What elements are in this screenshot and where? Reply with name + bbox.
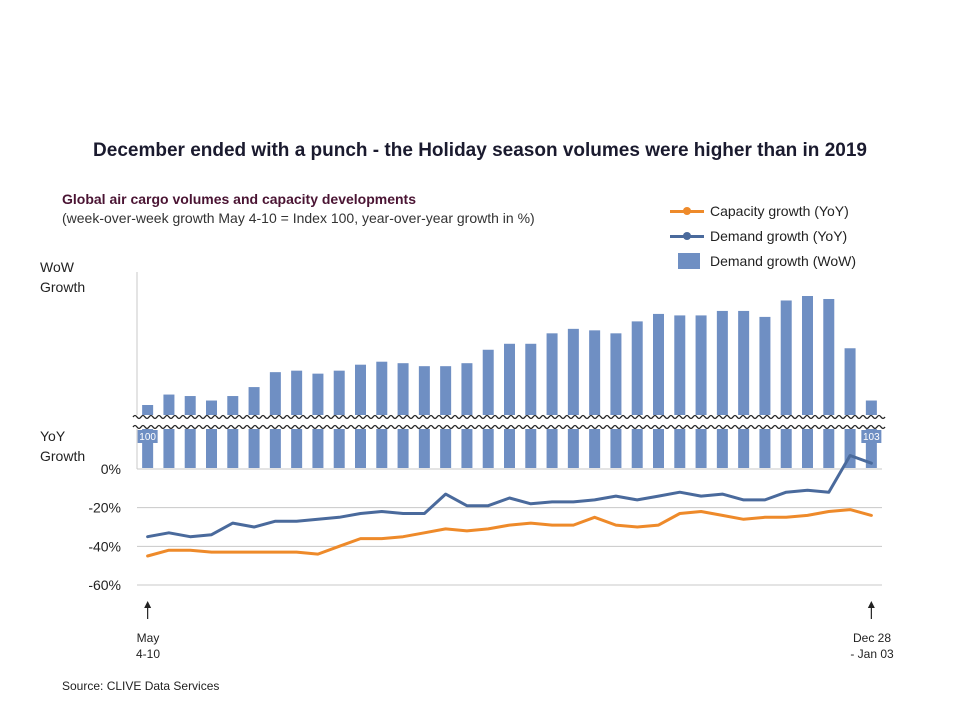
demand-wow-bar [567, 328, 579, 468]
demand-yoy-line [146, 454, 873, 539]
yoy-axis-label: YoY Growth [40, 426, 85, 466]
legend-label-demand-wow: Demand growth (WoW) [710, 252, 857, 269]
end-period-line1: Dec 28 [852, 631, 892, 645]
legend-item-demand-yoy: Demand growth (YoY) [670, 223, 856, 248]
demand-wow-bar [823, 298, 835, 468]
legend-label-demand-yoy: Demand growth (YoY) [710, 227, 848, 244]
y-tick-label: -40% [88, 538, 121, 554]
demand-wow-legend-swatch [670, 252, 704, 269]
legend-item-capacity: Capacity growth (YoY) [670, 198, 856, 223]
wow-axis-label-line2: Growth [40, 279, 86, 295]
wow-axis-label-line1: WoW [40, 259, 74, 275]
chart-title: December ended with a punch - the Holida… [93, 140, 867, 161]
end-period-label: Dec 28 - Jan 03 [832, 630, 912, 662]
first-bar-label: 100 [139, 432, 156, 443]
demand-wow-bar [844, 348, 856, 468]
chart-subtitle-note: (week-over-week growth May 4-10 = Index … [62, 210, 535, 226]
last-bar-label: 103 [863, 432, 880, 443]
y-tick-label: -60% [88, 577, 121, 593]
demand-wow-bar [653, 313, 664, 468]
demand-wow-bar [759, 316, 771, 468]
start-arrow-head [144, 601, 152, 608]
end-period-line2: - Jan 03 [850, 647, 894, 661]
source-note: Source: CLIVE Data Services [62, 679, 220, 693]
y-tick-label: 0% [101, 461, 121, 477]
demand-wow-bar [716, 310, 728, 468]
wow-axis-label: WoW Growth [40, 257, 85, 297]
demand-wow-bar [589, 330, 601, 468]
demand-wow-bar [206, 400, 217, 468]
demand-yoy-legend-swatch [670, 228, 704, 244]
legend-label-capacity: Capacity growth (YoY) [710, 202, 849, 219]
demand-wow-bar [631, 321, 643, 468]
demand-wow-bar [525, 343, 537, 468]
y-tick-label: -20% [88, 500, 121, 516]
chart-subtitle: Global air cargo volumes and capacity de… [62, 191, 417, 207]
demand-wow-bar [802, 296, 813, 468]
demand-wow-bar [674, 315, 686, 468]
start-period-line1: May [136, 631, 160, 645]
demand-wow-bar [780, 300, 792, 468]
demand-wow-bar [695, 315, 707, 468]
demand-wow-bar [504, 343, 515, 468]
end-arrow-head [867, 601, 875, 608]
axis-break-line [132, 424, 886, 430]
demand-wow-bar [184, 396, 196, 468]
capacity-legend-swatch [670, 203, 704, 219]
first-bar-label-bg [137, 430, 158, 443]
start-period-label: May 4-10 [128, 630, 168, 662]
capacity-yoy-line [146, 508, 873, 558]
demand-wow-bar [546, 333, 558, 468]
demand-wow-bar [163, 394, 175, 468]
legend-item-demand-wow: Demand growth (WoW) [670, 248, 856, 273]
axis-break-line [132, 414, 886, 420]
legend: Capacity growth (YoY) Demand growth (YoY… [670, 198, 856, 273]
demand-wow-bar [376, 361, 388, 468]
demand-wow-bar [227, 396, 239, 468]
demand-wow-bar [610, 333, 622, 468]
last-bar-label-bg [861, 430, 882, 443]
yoy-axis-label-line2: Growth [40, 448, 86, 464]
demand-wow-bar [738, 310, 750, 468]
demand-wow-bar [482, 349, 494, 468]
yoy-axis-label-line1: YoY [40, 428, 66, 444]
start-period-line2: 4-10 [135, 647, 161, 661]
